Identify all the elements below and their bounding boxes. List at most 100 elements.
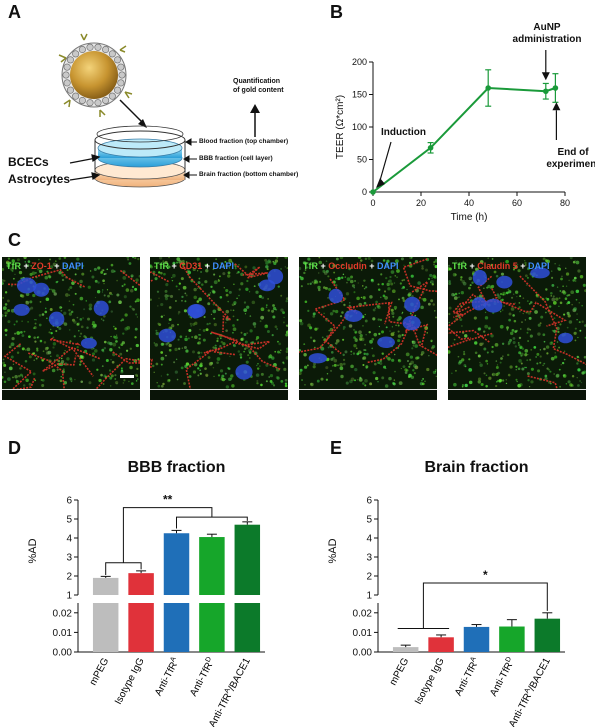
tfr-signal xyxy=(51,368,56,373)
tfr-signal xyxy=(401,333,404,337)
end-arrowhead xyxy=(552,102,561,111)
tfr-signal xyxy=(162,260,165,263)
tfr-signal xyxy=(499,361,502,364)
micrograph-label: TfR + Claudin 5 + DAPI xyxy=(452,261,550,271)
tfr-signal xyxy=(21,320,23,322)
tfr-signal xyxy=(505,379,507,381)
tfr-signal xyxy=(164,294,169,298)
tfr-signal xyxy=(108,369,111,372)
y-tick-label: 4 xyxy=(66,534,72,545)
peg-bead xyxy=(78,46,86,54)
category-label: Anti-TfRA xyxy=(452,655,482,697)
tfr-signal xyxy=(120,370,124,374)
tfr-signal xyxy=(357,257,362,259)
tfr-signal xyxy=(506,326,509,330)
tfr-signal xyxy=(229,355,231,358)
tfr-signal xyxy=(342,325,346,329)
tfr-signal xyxy=(577,336,579,339)
tfr-signal xyxy=(175,358,178,361)
tfr-signal xyxy=(550,356,555,361)
tfr-signal xyxy=(387,287,391,291)
tfr-signal xyxy=(103,340,107,344)
tfr-signal xyxy=(102,279,105,283)
tfr-signal xyxy=(49,265,54,269)
tfr-signal xyxy=(421,351,425,355)
tfr-signal xyxy=(434,264,437,269)
tfr-signal xyxy=(38,314,42,317)
tfr-signal xyxy=(119,352,123,356)
tfr-signal xyxy=(377,318,380,321)
tfr-signal xyxy=(198,264,201,267)
tfr-signal xyxy=(545,297,548,299)
chart-title: BBB fraction xyxy=(128,459,226,476)
tfr-signal xyxy=(313,282,316,285)
tfr-signal xyxy=(69,340,72,343)
tfr-signal xyxy=(120,319,123,322)
tfr-signal xyxy=(576,376,578,379)
tfr-signal xyxy=(4,328,8,332)
tfr-signal xyxy=(576,313,578,315)
tfr-signal xyxy=(158,257,163,260)
tfr-signal xyxy=(35,319,37,321)
tfr-signal xyxy=(53,292,57,296)
tfr-signal xyxy=(421,267,424,270)
tfr-signal xyxy=(397,359,400,362)
tfr-signal xyxy=(153,371,155,374)
tfr-signal xyxy=(183,309,188,313)
tfr-signal xyxy=(401,312,403,315)
tfr-signal xyxy=(2,297,4,299)
panel-label-c: C xyxy=(8,230,21,250)
tfr-signal xyxy=(8,366,13,371)
junction-signal xyxy=(496,298,567,327)
tfr-signal xyxy=(543,347,546,351)
tfr-signal xyxy=(337,278,339,281)
tfr-signal xyxy=(558,346,561,349)
tfr-signal xyxy=(382,294,386,298)
tfr-signal xyxy=(517,343,521,347)
tfr-signal xyxy=(542,364,544,367)
tfr-signal xyxy=(387,280,390,283)
tfr-signal xyxy=(258,294,262,299)
tfr-signal xyxy=(150,264,152,267)
tfr-signal xyxy=(164,260,168,265)
tfr-signal xyxy=(286,347,288,351)
tfr-signal xyxy=(28,355,32,359)
tfr-signal xyxy=(434,259,437,263)
data-point xyxy=(543,88,549,95)
tfr-signal xyxy=(272,384,276,387)
tfr-signal xyxy=(557,330,560,334)
tfr-signal xyxy=(228,258,233,263)
tfr-signal xyxy=(331,364,334,367)
tfr-signal xyxy=(257,362,259,365)
tfr-signal xyxy=(81,272,85,276)
tfr-signal xyxy=(488,376,492,380)
tfr-signal xyxy=(94,279,98,283)
tfr-signal xyxy=(60,309,63,312)
tfr-signal xyxy=(457,355,460,358)
tfr-signal xyxy=(358,330,362,335)
tfr-signal xyxy=(567,314,571,318)
tfr-signal xyxy=(528,302,531,305)
tfr-signal xyxy=(272,315,276,319)
tfr-signal xyxy=(334,309,339,314)
tfr-signal xyxy=(96,368,99,371)
dapi-nucleus xyxy=(13,303,30,316)
tfr-signal xyxy=(232,324,235,327)
tfr-signal xyxy=(501,298,504,301)
y-tick-label: 6 xyxy=(66,496,72,507)
tfr-signal xyxy=(550,341,553,344)
tfr-signal xyxy=(542,257,546,261)
tfr-signal xyxy=(395,259,399,263)
bar xyxy=(534,618,561,652)
tfr-signal xyxy=(395,324,397,327)
peg-bead xyxy=(108,50,116,58)
induction-arrow xyxy=(378,141,392,185)
tfr-signal xyxy=(360,269,363,271)
tfr-signal xyxy=(41,384,45,388)
tfr-signal xyxy=(185,294,188,297)
tfr-signal xyxy=(485,384,488,388)
tfr-signal xyxy=(283,316,285,319)
tfr-signal xyxy=(574,327,577,330)
tfr-signal xyxy=(325,378,329,381)
tfr-signal xyxy=(350,377,355,382)
